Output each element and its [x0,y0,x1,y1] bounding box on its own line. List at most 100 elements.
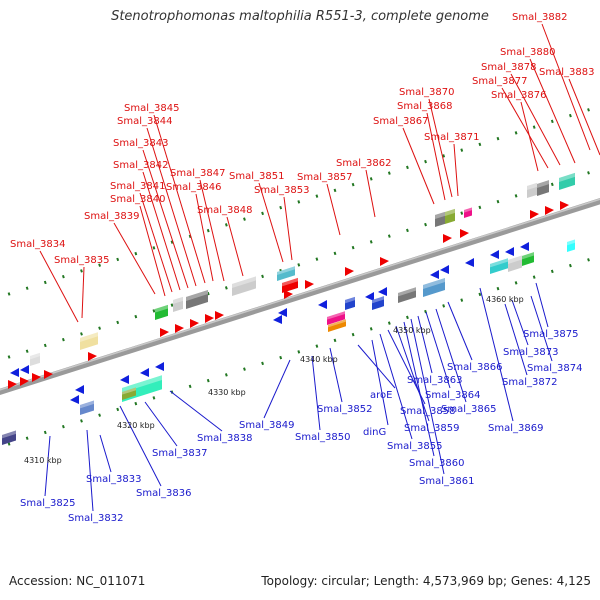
gene-block [398,287,416,303]
gene-label-top: Smal_3835 [54,255,109,266]
leader-line-top [142,171,181,291]
genome-summary-text: Topology: circular; Length: 4,573,969 bp… [261,574,591,588]
genome-backbone-highlight [0,198,600,391]
scale-label: 4310 kbp [24,456,62,465]
gene-block [522,252,534,266]
gene-label-bottom: Smal_3860 [409,458,464,469]
reverse-gene-arrow [70,395,79,404]
gene-block [186,290,208,309]
leader-line-top [453,143,459,197]
gene-label-top: Smal_3844 [117,116,172,127]
leader-line-top [142,149,189,289]
reverse-gene-arrow [505,247,514,256]
gene-label-bottom: Smal_3873 [503,347,558,358]
gene-label-bottom: Smal_3833 [86,474,141,485]
gene-label-top: Smal_3848 [197,205,252,216]
reverse-gene-arrow [273,315,282,324]
genome-title: Stenotrophomonas maltophilia R551-3, com… [111,9,489,24]
gene-label-bottom: Smal_3872 [502,377,557,388]
forward-gene-arrow [284,290,293,299]
forward-gene-arrow [20,377,29,386]
gene-label-bottom: Smal_3875 [523,329,578,340]
forward-gene-arrow [530,210,539,219]
gene-block [345,296,355,310]
gene-block [277,266,295,281]
reverse-gene-arrow [278,308,287,317]
gene-block [372,296,384,310]
gene-block [527,182,537,198]
gene-block [2,430,16,445]
reverse-gene-arrow [490,250,499,259]
leader-line-top [153,114,206,284]
leader-line-bottom [511,299,529,346]
gene-label-top: Smal_3845 [124,103,179,114]
gene-label-top: Smal_3834 [10,239,65,250]
gene-block [80,400,94,415]
leader-line-top [199,179,225,282]
leader-line-top [510,73,561,166]
label-leader-lines [39,23,600,512]
gene-label-bottom: Smal_3855 [387,441,442,452]
gene-block [537,180,549,196]
gene-block [445,208,455,224]
gene-label-bottom: Smal_3858 [400,406,455,417]
leader-line-bottom [417,315,433,374]
gene-label-top: Smal_3868 [397,101,452,112]
gene-block [327,311,345,325]
scale-label: 4330 kbp [208,388,246,397]
leader-line-bottom [447,301,473,361]
forward-gene-arrow [44,370,53,379]
leader-line-bottom [379,333,413,440]
leader-line-top [146,127,197,287]
gene-block [155,304,168,320]
gene-label-top: Smal_3857 [297,172,352,183]
forward-gene-arrow [443,234,452,243]
leader-line-top [39,250,79,323]
leader-line-bottom [425,311,451,389]
leader-line-bottom [395,325,430,422]
forward-gene-arrow [460,229,469,238]
leader-line-top [81,266,85,319]
gene-block [173,296,183,312]
gene-label-bottom: Smal_3849 [239,420,294,431]
leader-line-bottom [530,295,553,362]
reverse-gene-arrow [140,368,149,377]
scale-labels: 4310 kbp 4320 kbp 4330 kbp 4340 kbp 4350 kbp… [24,295,524,465]
gene-label-bottom: Smal_3874 [527,363,582,374]
leader-line-bottom [311,355,321,431]
forward-gene-arrow [160,328,169,337]
gene-label-top: Smal_3846 [166,182,221,193]
gene-label-top: Smal_3851 [229,171,284,182]
leader-line-top [195,193,214,282]
gene-label-top: Smal_3878 [481,62,536,73]
leader-line-bottom [410,318,445,475]
gene-label-top: Smal_3883 [539,67,594,78]
leader-line-top [226,216,244,277]
reverse-gene-arrow [20,365,29,374]
gene-label-bottom: Smal_3863 [407,375,462,386]
reverse-gene-arrow [520,242,529,251]
leader-line-top [283,196,293,261]
forward-gene-arrow [560,201,569,210]
gene-label-top: Smal_3843 [113,138,168,149]
leader-line-top [428,98,453,198]
leader-line-bottom [371,339,389,426]
leader-line-bottom [144,401,178,447]
gene-label-bottom: dinG [363,427,386,438]
gene-label-bottom: Smal_3825 [20,498,75,509]
scale-label: 4360 kbp [486,295,524,304]
gene-label-bottom: Smal_3864 [425,390,480,401]
gene-block [508,255,522,272]
gene-block [232,276,256,296]
gene-label-top: Smal_3870 [399,87,454,98]
reverse-gene-arrow [155,362,164,371]
leader-line-bottom [535,282,549,328]
leader-line-top [139,192,173,293]
gene-label-bottom: Smal_3866 [447,362,502,373]
scale-label: 4340 kbp [300,355,338,364]
leader-line-bottom [99,434,112,473]
gene-label-bottom: Smal_3861 [419,476,474,487]
forward-gene-arrow [190,319,199,328]
gene-label-bottom: Smal_3859 [404,423,459,434]
